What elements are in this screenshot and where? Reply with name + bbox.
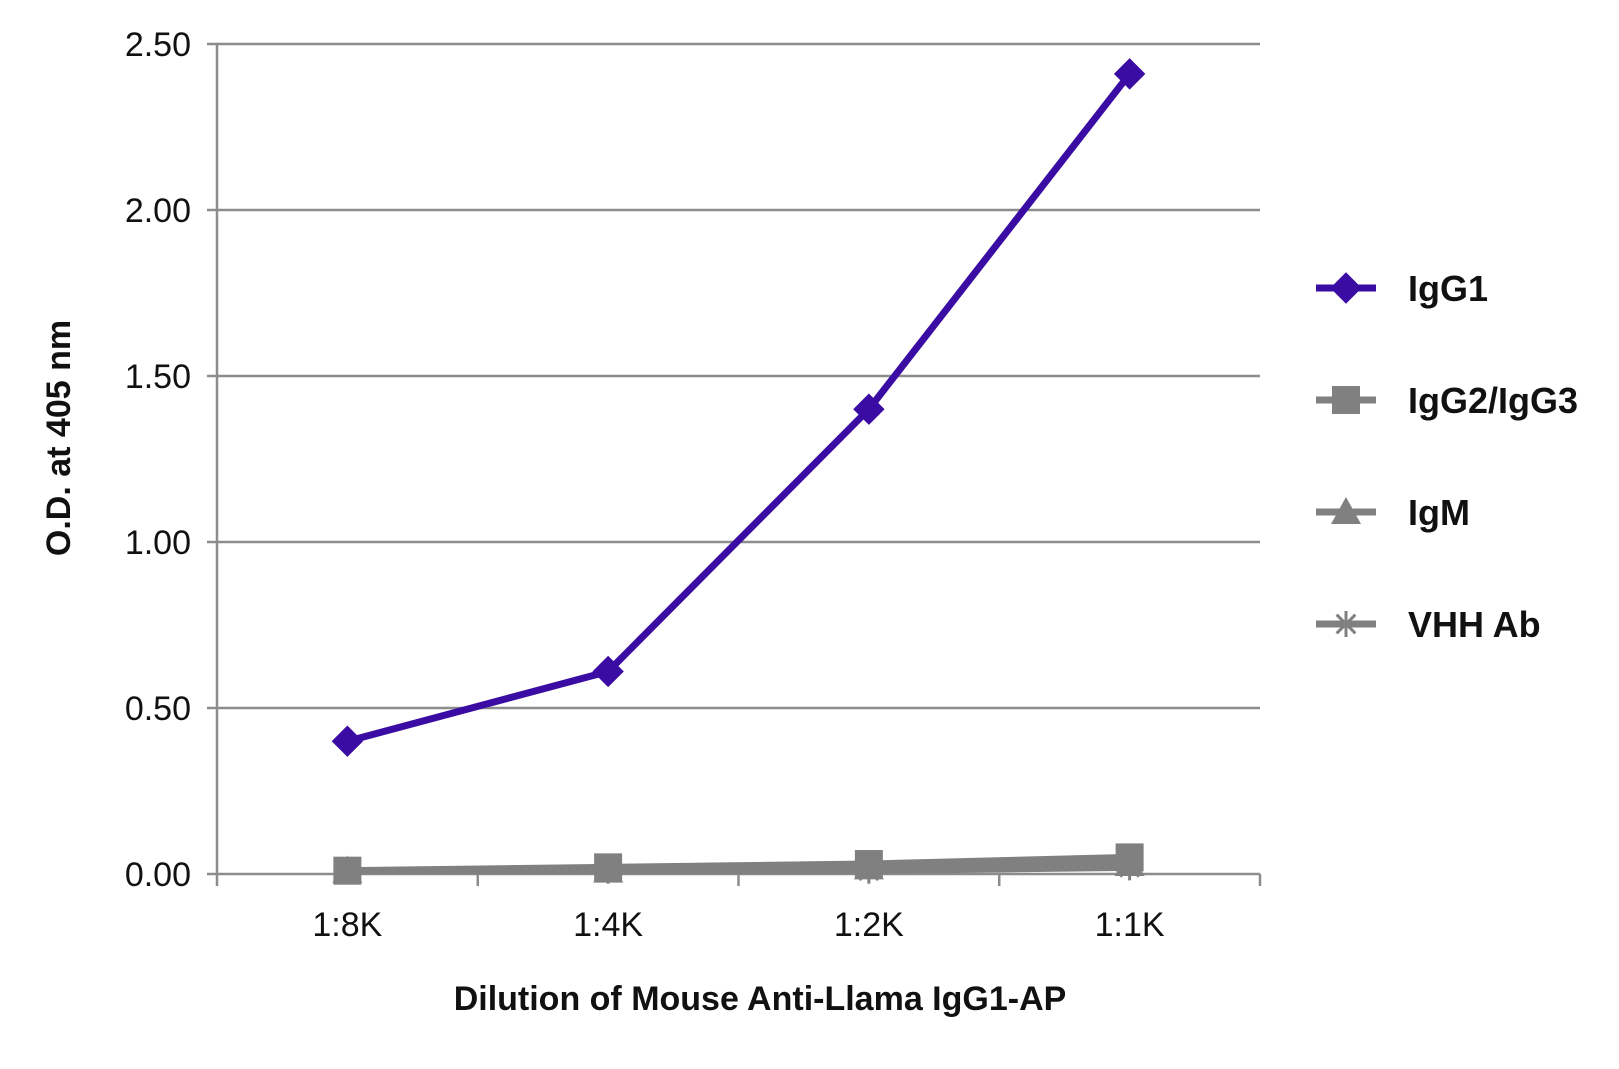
- y-axis-title: O.D. at 405 nm: [40, 320, 78, 556]
- data-point: [331, 725, 364, 757]
- data-point: [854, 850, 883, 879]
- x-tick-label: 1:8K: [312, 906, 382, 944]
- data-point: [1113, 58, 1146, 90]
- legend-item: VHH Ab: [1316, 604, 1541, 645]
- legend-item: IgG1: [1316, 268, 1488, 309]
- series-line: [347, 853, 1130, 875]
- series-lines: [331, 58, 1146, 885]
- data-point: [333, 856, 362, 885]
- data-point: [592, 655, 624, 688]
- legend: IgG1 IgG2/IgG3 IgM VHH Ab: [1316, 268, 1578, 645]
- y-tick-label: 1.50: [125, 358, 191, 396]
- legend-label: VHH Ab: [1408, 604, 1541, 645]
- x-tick-labels: 1:8K 1:4K 1:2K 1:1K: [312, 906, 1165, 944]
- x-tick-label: 1:4K: [573, 906, 643, 944]
- legend-label: IgG2/IgG3: [1408, 380, 1578, 421]
- legend-marker: [1331, 497, 1361, 524]
- data-point: [1115, 843, 1144, 872]
- data-point: [853, 393, 885, 425]
- y-tick-labels: 0.00 0.50 1.00 1.50 2.00 2.50: [125, 26, 191, 894]
- series-1: [333, 843, 1144, 885]
- x-tick-label: 1:1K: [1095, 906, 1165, 944]
- data-point: [594, 853, 623, 882]
- legend-item: IgG2/IgG3: [1316, 380, 1578, 421]
- y-tick-label: 2.50: [125, 26, 191, 64]
- axes: [207, 42, 1262, 886]
- y-tick-label: 0.00: [125, 856, 191, 894]
- legend-label: IgM: [1408, 492, 1470, 533]
- y-tick-label: 0.50: [125, 690, 191, 728]
- legend-marker: [1332, 386, 1360, 414]
- series-line: [346, 71, 1133, 745]
- y-tick-label: 2.00: [125, 192, 191, 230]
- x-tick-label: 1:2K: [834, 906, 904, 944]
- legend-marker: [1330, 272, 1362, 304]
- legend-marker: [1333, 611, 1359, 637]
- x-axis-title: Dilution of Mouse Anti-Llama IgG1-AP: [454, 980, 1067, 1018]
- asterisk-stroke: [1335, 613, 1357, 635]
- legend-item: IgM: [1316, 492, 1470, 533]
- gridlines: [217, 42, 1260, 710]
- series-0: [331, 58, 1146, 757]
- legend-label: IgG1: [1408, 268, 1488, 309]
- y-tick-label: 1.00: [125, 524, 191, 562]
